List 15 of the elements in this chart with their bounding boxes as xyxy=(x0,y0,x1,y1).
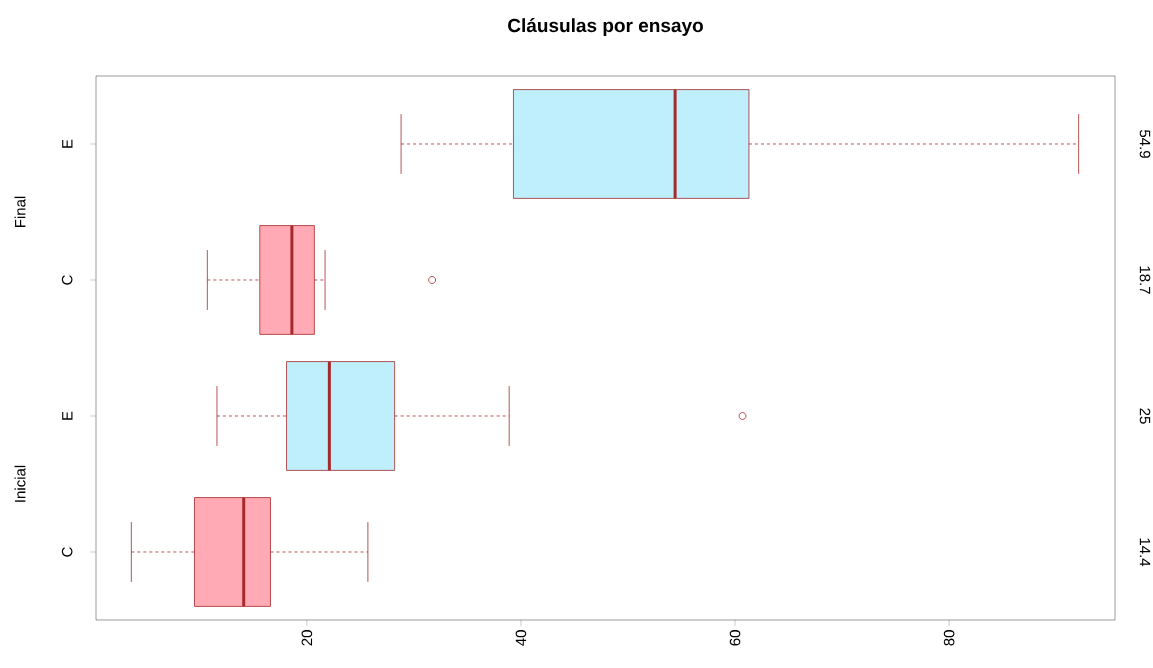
x-tick-label: 80 xyxy=(943,630,955,646)
y-tick-label: C xyxy=(61,547,73,557)
chart-title: Cláusulas por ensayo xyxy=(508,18,703,36)
y-tick-label: E xyxy=(62,139,73,148)
y-tick-label: C xyxy=(61,275,73,285)
text: 14.4 xyxy=(1139,538,1151,567)
text: Final xyxy=(14,196,26,228)
x-tick-label: 60 xyxy=(729,630,741,646)
text: 54.9 xyxy=(1139,129,1151,158)
y-tick-label: E xyxy=(62,411,73,420)
x-tick-label: 40 xyxy=(515,630,527,646)
x-tick-label: 20 xyxy=(301,630,313,646)
text: Inicial xyxy=(14,465,26,502)
text: 25 xyxy=(1139,408,1151,424)
text: 18.7 xyxy=(1139,266,1151,294)
